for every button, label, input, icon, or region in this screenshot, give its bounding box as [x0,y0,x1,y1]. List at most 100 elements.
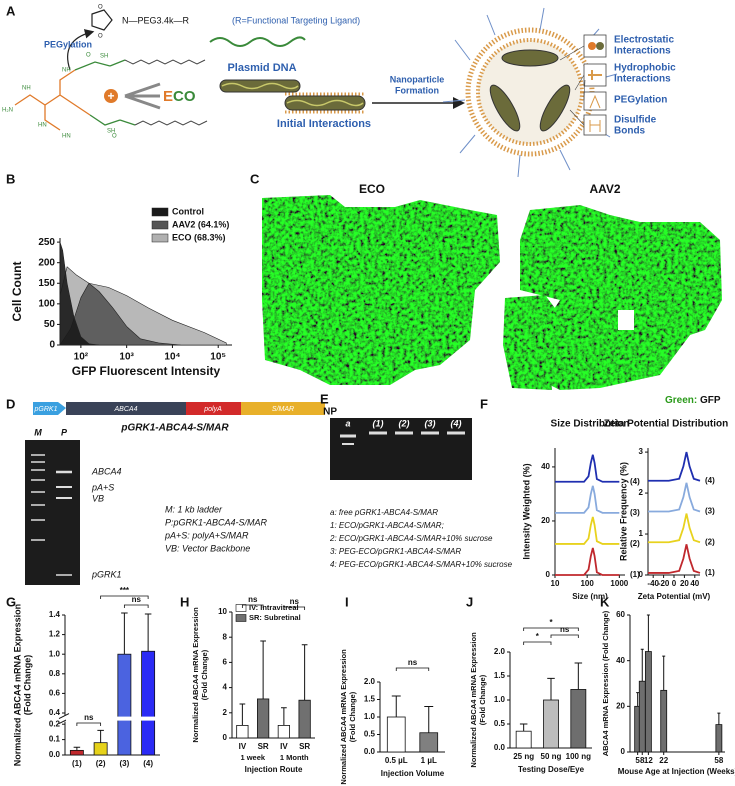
y-tick-label: 60 [616,610,625,619]
x-tick-label: 40 [690,579,699,588]
bar [93,742,108,756]
x-axis-label: Testing Dose/Eye [518,765,585,774]
bar [638,680,646,753]
panel-label: J [466,594,473,609]
legend-label: SR: Subretinal [249,613,301,622]
x-tick-label: 5 [635,756,640,765]
panel-label: H [180,594,189,609]
area [59,242,100,346]
legend-gfp: GFP [700,395,721,406]
panel-label: F [480,396,488,411]
chem-label: H₂N [2,108,13,114]
line [648,544,701,574]
bar [419,732,439,753]
series-label: (3) [630,508,640,517]
x-axis-label: Zeta Potential (mV) [638,592,711,601]
panel-label: C [250,171,260,186]
error-bar [574,662,583,690]
significance-label: ns [132,595,142,604]
lane-labels: a (1) (2) (3) (4) [345,418,461,428]
y-tick-label: 0.5 [494,719,506,728]
lane-label: (4) [451,418,462,428]
x-tick-label: -20 [658,579,670,588]
interaction-label: Electrostatic [614,35,674,46]
x-tick-label: 20 [680,579,689,588]
svg-text:ECO: ECO [163,88,196,105]
y-tick-label: 0.0 [494,743,506,752]
band-label: pA+S [91,482,114,492]
band-label: pGRK1 [91,569,122,579]
y-axis-label: Normalized ABCA4 mRNA Expression [12,604,22,766]
legend-swatch [151,233,169,243]
error-bar [301,644,308,701]
interaction-label: Disulfide [614,115,657,126]
y-tick-label: 4 [223,683,228,692]
series-label: (2) [630,539,640,548]
y-axis-label: (Fold Change) [348,691,357,742]
image-title: ECO [359,182,385,196]
x-tick-label: IV [239,742,247,751]
y-axis-label: Relative Frequency (%) [618,462,628,561]
x-axis-label: Mouse Age at Injection (Weeks) [618,767,735,776]
y-axis-label: ABCA4 mRNA Expression (Fold Change) [601,610,610,756]
group-label: 1 Month [280,753,309,762]
error-bar [73,746,81,751]
significance-bracket [123,604,149,608]
legend-label: IV: Intravitreal [249,603,299,612]
interaction-label: Bonds [614,126,646,137]
x-tick-label: 58 [714,756,723,765]
pegylation-label: PEGylation [44,39,92,49]
error-bar [662,655,666,691]
error-bar [646,614,650,652]
chem-label: NH [22,86,31,92]
eco-co: CO [173,88,196,105]
line [648,513,701,544]
x-tick-label: 10² [74,352,89,363]
lane-label: (3) [425,418,436,428]
lane-label: M [34,427,42,437]
y-tick-label: 20 [616,701,625,710]
bar [644,651,652,753]
legend-label: ECO (68.3%) [172,232,226,242]
y-axis-label: (Fold Change) [200,649,209,700]
y-tick-label: 40 [541,462,550,471]
significance-label: ns [290,597,300,606]
y-tick-label: 50 [44,319,56,330]
significance-label: ns [84,713,94,722]
x-tick-label: 10⁴ [164,352,180,363]
chem-label: O [98,34,103,40]
significance-label: ns [560,625,570,634]
y-tick-label: 0.5 [364,730,376,739]
x-tick-label: 50 ng [541,752,562,761]
bar [715,724,723,753]
panel-label: E [320,391,329,406]
band-label: VB [92,493,104,503]
y-tick-label: 250 [38,237,55,248]
x-axis-label: Size (nm) [572,592,608,601]
axis-break [60,715,70,722]
interaction-label: PEGylation [614,95,667,106]
x-tick-label: (4) [143,759,153,768]
y-axis-label: (Fold Change) [478,674,487,725]
error-bar [281,707,287,726]
y-tick-label: 2.0 [364,677,376,686]
interaction-label: Interactions [614,74,671,85]
gel-legend: VB: Vector Backbone [165,543,250,553]
gel-legend: 4: PEG-ECO/pGRK1-ABCA4-S/MAR+10% sucrose [330,560,513,569]
peg-label: N—PEG3.4k—R [122,15,190,25]
y-tick-label: 0.4 [49,708,61,717]
error-bar [144,613,152,652]
y-tick-label: 150 [38,278,55,289]
error-bar [717,712,721,725]
bar [660,689,668,753]
panel-d: pGRK1 ABCA4 polyA S/MAR pGRK1-ABCA4-S/MA… [25,402,325,585]
series-label: (2) [705,537,715,546]
panel-label: K [600,594,610,609]
construct-label: polyA [203,406,222,413]
x-tick-label: (3) [119,759,129,768]
error-bar [424,706,434,733]
line [555,454,620,483]
charge: + [107,89,114,103]
series-label: (4) [705,476,715,485]
x-tick-label: SR [258,742,269,751]
